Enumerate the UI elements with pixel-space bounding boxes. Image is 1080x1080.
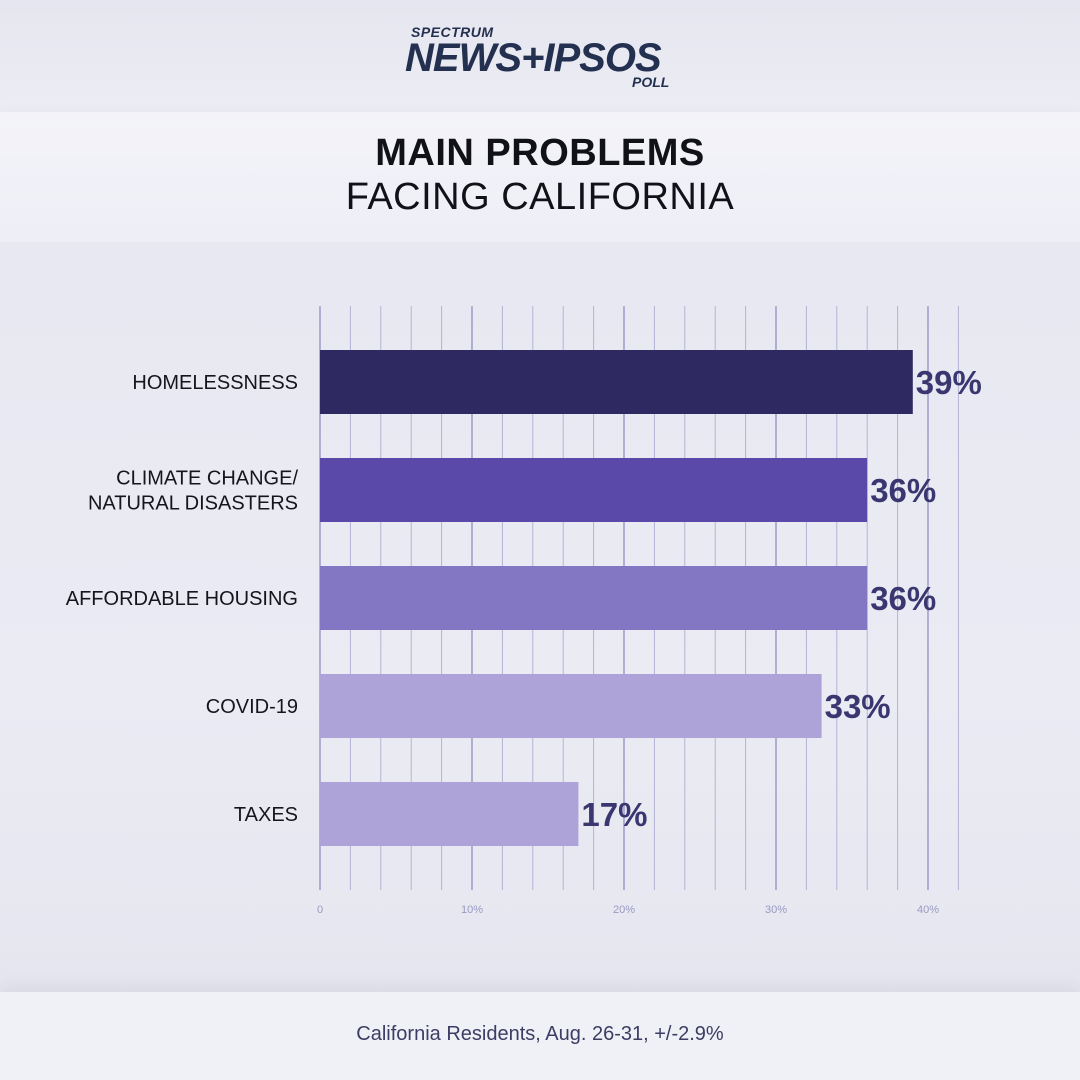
footnote: California Residents, Aug. 26-31, +/-2.9… xyxy=(356,1023,724,1045)
x-tick-label: 40% xyxy=(917,904,939,916)
x-tick-label: 10% xyxy=(461,904,483,916)
chart-title-line-1: MAIN PROBLEMS xyxy=(375,132,705,174)
bar xyxy=(320,566,868,630)
category-label: CLIMATE CHANGE/ xyxy=(116,468,298,490)
bar xyxy=(320,458,868,522)
logo-poll-text: POLL xyxy=(632,74,670,90)
category-label: TAXES xyxy=(234,804,298,826)
data-label: 39% xyxy=(916,364,982,401)
spectrum-news-ipsos-logo: SPECTRUM NEWS+IPSOS POLL xyxy=(405,24,685,94)
x-tick-label: 20% xyxy=(613,904,635,916)
data-label: 33% xyxy=(825,688,891,725)
bar xyxy=(320,782,579,846)
logo-news-ipsos-text: NEWS+IPSOS xyxy=(405,36,662,80)
chart-title-line-2: FACING CALIFORNIA xyxy=(345,176,735,218)
category-label: AFFORDABLE HOUSING xyxy=(66,588,298,610)
footer-band xyxy=(0,992,1080,1080)
x-tick-label: 0 xyxy=(317,904,323,916)
category-label: HOMELESSNESS xyxy=(132,372,298,394)
data-label: 36% xyxy=(870,472,936,509)
title-band xyxy=(0,112,1080,242)
logo-spectrum-text: SPECTRUM xyxy=(411,24,494,40)
bar xyxy=(320,350,913,414)
category-label: COVID-19 xyxy=(206,696,298,718)
header-band xyxy=(0,0,1080,112)
data-label: 36% xyxy=(870,580,936,617)
x-tick-label: 30% xyxy=(765,904,787,916)
bar xyxy=(320,674,822,738)
data-label: 17% xyxy=(581,796,647,833)
category-label: NATURAL DISASTERS xyxy=(88,493,298,515)
